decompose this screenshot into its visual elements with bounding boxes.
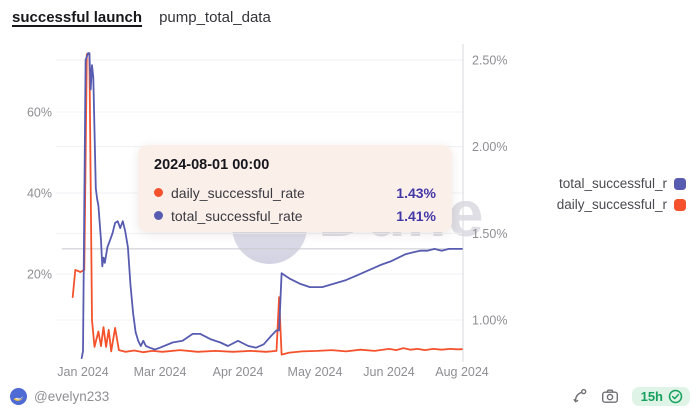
legend-label: daily_successful_r — [556, 197, 667, 212]
legend-item-daily[interactable]: daily_successful_r — [557, 197, 686, 212]
legend-label: total_successful_r — [558, 176, 667, 191]
refresh-age-text: 15h — [640, 388, 663, 404]
chart-tooltip: 2024-08-01 00:00 daily_successful_rate 1… — [138, 145, 452, 232]
right-axis-tick-label: 2.50% — [472, 54, 507, 68]
total-series-dot-icon — [154, 211, 163, 220]
tooltip-row-daily: daily_successful_rate 1.43% — [154, 181, 436, 204]
user-avatar[interactable] — [10, 387, 27, 405]
x-axis-tick-label: Mar 2024 — [134, 365, 187, 379]
chart-header: successful launch pump_total_data — [12, 9, 271, 26]
daily-series-dot-icon — [154, 188, 163, 197]
tooltip-timestamp: 2024-08-01 00:00 — [154, 157, 270, 173]
series-line-daily_successful_rate — [71, 53, 463, 356]
x-axis-tick-label: Jan 2024 — [57, 365, 108, 379]
x-axis-tick-label: Aug 2024 — [435, 365, 489, 379]
tooltip-series-name: daily_successful_rate — [171, 184, 305, 201]
fork-button[interactable] — [572, 388, 588, 404]
left-axis-tick-label: 40% — [27, 187, 52, 201]
tooltip-row-total: total_successful_rate 1.41% — [154, 204, 436, 227]
author-handle-link[interactable]: @evelyn233 — [34, 388, 110, 404]
right-axis-tick-label: 1.50% — [472, 227, 507, 241]
query-name-link[interactable]: pump_total_data — [159, 9, 271, 26]
x-axis-tick-label: May 2024 — [288, 365, 343, 379]
left-axis-tick-label: 60% — [27, 106, 52, 120]
legend-swatch-total-icon — [674, 177, 686, 190]
x-axis-tick-label: Apr 2024 — [213, 365, 264, 379]
check-circle-icon — [668, 389, 683, 403]
fork-icon — [573, 388, 586, 403]
tooltip-series-value: 1.41% — [396, 207, 436, 224]
tooltip-series-name: total_successful_rate — [171, 207, 303, 224]
footer-actions: 15h — [572, 386, 690, 406]
right-axis-tick-label: 2.00% — [472, 140, 507, 154]
right-axis-tick-label: 1.00% — [472, 314, 507, 328]
legend-item-total[interactable]: total_successful_r — [559, 176, 686, 191]
chart-title-link[interactable]: successful launch — [12, 9, 143, 26]
screenshot-button[interactable] — [601, 388, 619, 404]
left-axis-tick-label: 20% — [27, 268, 52, 282]
chart-legend: total_successful_r daily_successful_r — [557, 176, 686, 212]
series-line-total_successful_rate — [80, 52, 463, 359]
refresh-age-badge[interactable]: 15h — [631, 386, 690, 406]
tooltip-series-value: 1.43% — [396, 184, 436, 201]
x-axis-tick-label: Jun 2024 — [363, 365, 414, 379]
camera-icon — [601, 389, 618, 403]
legend-swatch-daily-icon — [674, 198, 686, 211]
embed-footer: @evelyn233 15h — [0, 384, 700, 408]
